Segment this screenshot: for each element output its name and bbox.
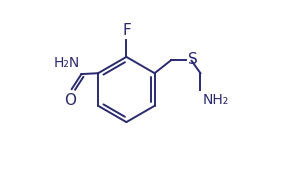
Text: H₂N: H₂N	[53, 56, 80, 70]
Text: F: F	[122, 23, 131, 38]
Text: NH₂: NH₂	[202, 93, 228, 107]
Text: S: S	[188, 52, 198, 67]
Text: O: O	[64, 93, 76, 108]
